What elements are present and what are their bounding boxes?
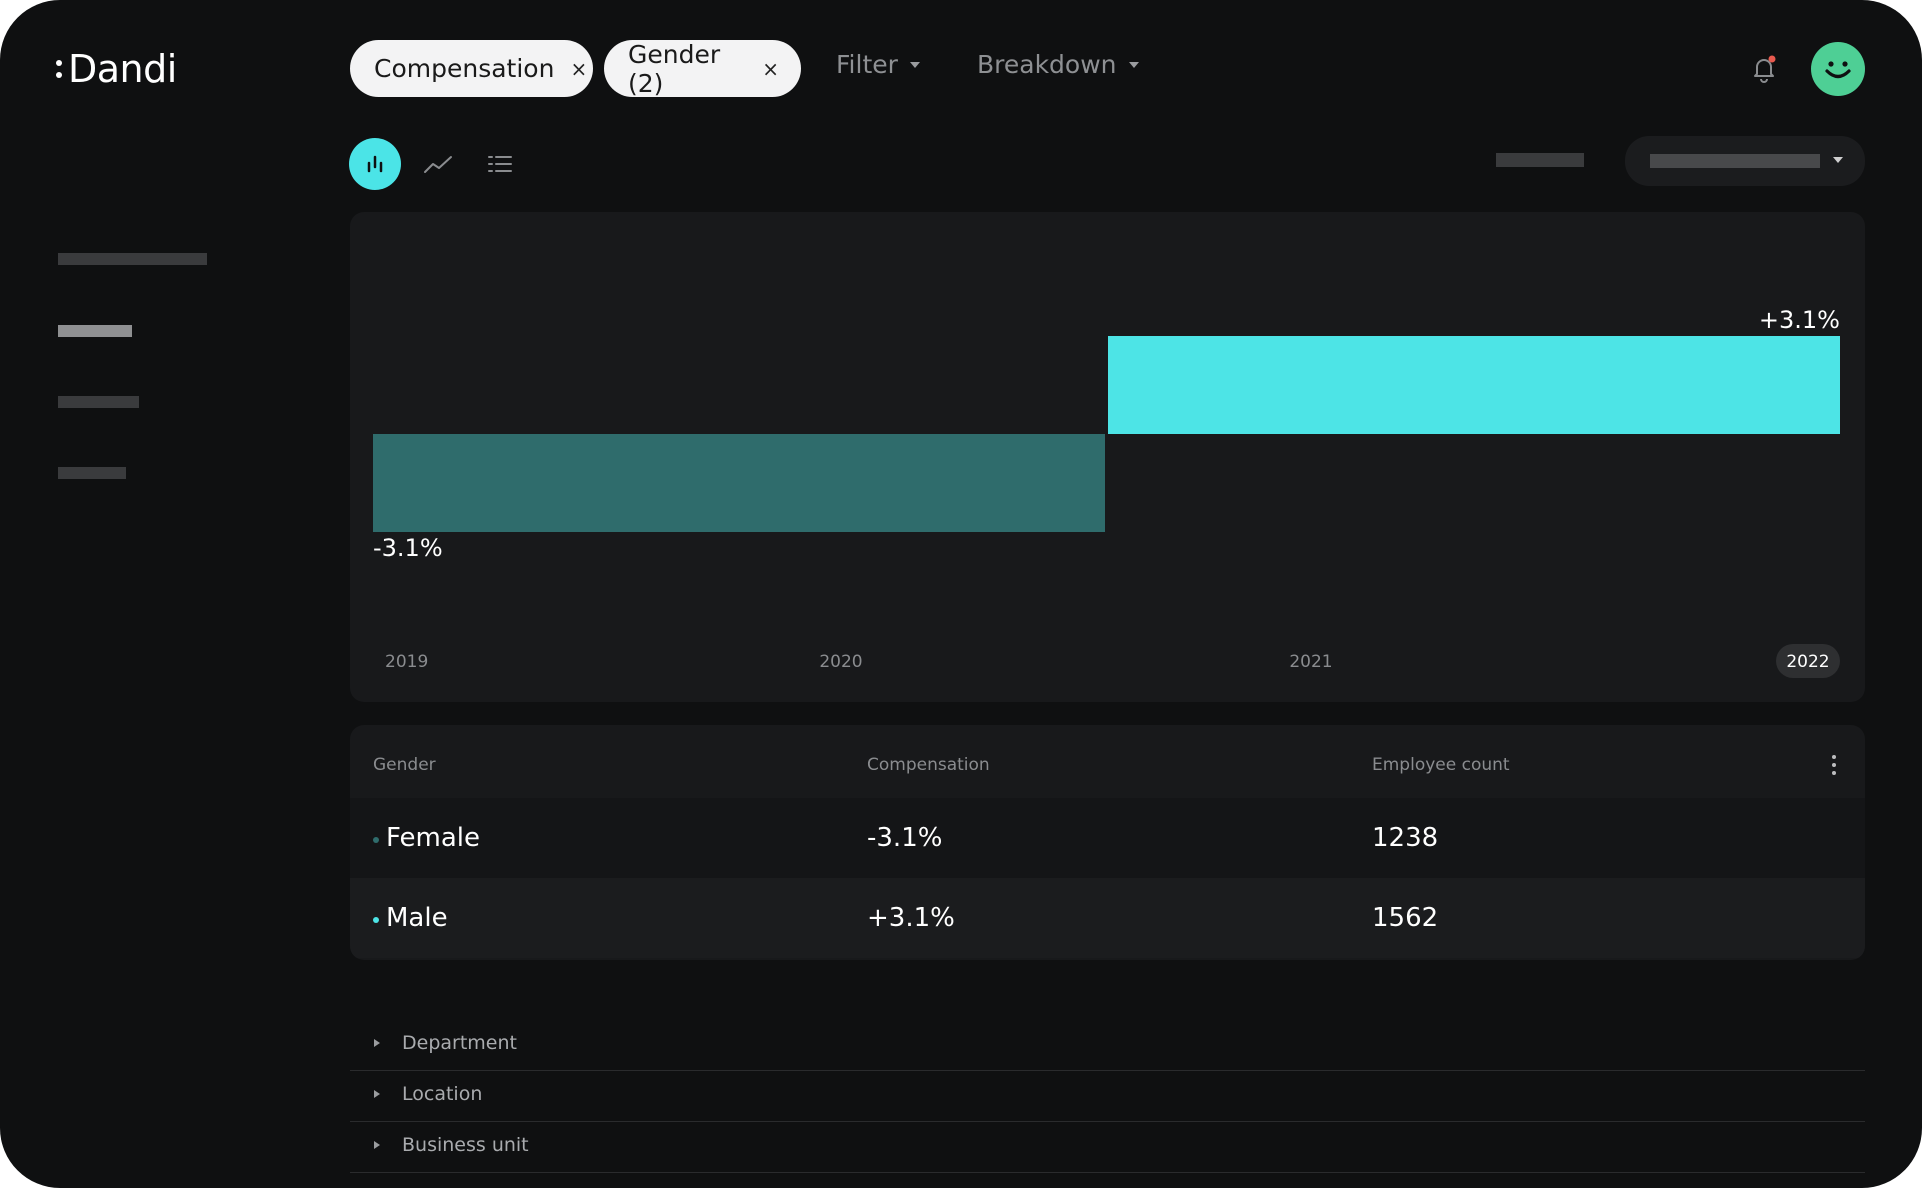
breakdown-department[interactable]: Department	[350, 1019, 1865, 1071]
cell-employee-count: 1562	[1372, 903, 1439, 933]
list-icon	[488, 156, 512, 172]
select-value-placeholder	[1650, 154, 1820, 168]
breakdown-location[interactable]: Location	[350, 1070, 1865, 1122]
header-employee-count[interactable]: Employee count	[1372, 755, 1510, 775]
bell-icon[interactable]	[1750, 54, 1778, 84]
sidebar-item-2[interactable]	[58, 325, 132, 337]
chart-panel: -3.1% +3.1% 2019 2020 2021 2022	[350, 212, 1865, 702]
series-dot	[373, 837, 379, 843]
table-row[interactable]: Female -3.1% 1238	[350, 798, 1865, 878]
chevron-down-icon	[1833, 157, 1843, 163]
triangle-right-icon	[374, 1141, 380, 1149]
cell-compensation: +3.1%	[867, 903, 955, 933]
x-tick-2021[interactable]: 2021	[1289, 652, 1332, 672]
x-tick-2020[interactable]: 2020	[819, 652, 862, 672]
breakdown-label: Department	[402, 1032, 517, 1054]
bar-chart: -3.1% +3.1% 2019 2020 2021 2022	[373, 306, 1840, 678]
close-icon[interactable]: ×	[762, 56, 779, 81]
period-select[interactable]	[1625, 136, 1865, 186]
breakdown-label: Business unit	[402, 1134, 529, 1156]
cell-gender: Female	[386, 823, 481, 853]
breakdown-dropdown[interactable]: Breakdown	[977, 50, 1139, 79]
bar-female[interactable]	[373, 434, 1105, 532]
cell-compensation: -3.1%	[867, 823, 943, 853]
cell-gender: Male	[386, 903, 448, 933]
filter-dropdown[interactable]: Filter	[836, 50, 920, 79]
table-header: Gender Compensation Employee count	[350, 725, 1865, 798]
cell-employee-count: 1238	[1372, 823, 1439, 853]
triangle-right-icon	[374, 1090, 380, 1098]
filter-chip-compensation[interactable]: Compensation ×	[350, 40, 593, 97]
bar-male[interactable]	[1108, 336, 1840, 434]
close-icon[interactable]: ×	[570, 56, 588, 81]
data-label-female: -3.1%	[373, 534, 443, 562]
chip-label: Compensation	[374, 54, 555, 83]
list-view-button[interactable]	[474, 138, 526, 190]
dandi-logo[interactable]: Dandi	[56, 46, 177, 92]
logo-text: Dandi	[68, 47, 177, 91]
triangle-right-icon	[374, 1039, 380, 1047]
header-compensation[interactable]: Compensation	[867, 755, 990, 775]
chip-label: Gender (2)	[628, 39, 721, 98]
chevron-down-icon	[909, 61, 920, 68]
breakdown-label: Breakdown	[977, 50, 1117, 79]
sidebar-item-4[interactable]	[58, 467, 126, 479]
selected-tick-pill[interactable]	[1776, 644, 1840, 678]
header-gender[interactable]: Gender	[373, 755, 436, 775]
notification-dot	[1768, 55, 1776, 63]
data-label-male: +3.1%	[1759, 306, 1840, 334]
bar-chart-icon	[367, 155, 383, 173]
series-dot	[373, 917, 379, 923]
line-chart-icon	[424, 156, 452, 173]
logo-mark	[56, 56, 64, 82]
sidebar-item-3[interactable]	[58, 396, 139, 408]
line-chart-view-button[interactable]	[412, 138, 464, 190]
sidebar-item-1[interactable]	[58, 253, 207, 265]
bar-chart-view-button[interactable]	[349, 138, 401, 190]
x-tick-2022[interactable]: 2022	[1786, 652, 1829, 672]
data-table: Gender Compensation Employee count Femal…	[350, 725, 1865, 960]
kebab-menu-icon[interactable]	[1831, 755, 1837, 777]
filter-label: Filter	[836, 50, 898, 79]
table-row[interactable]: Male +3.1% 1562	[350, 878, 1865, 958]
chevron-down-icon	[1128, 61, 1139, 68]
smiley-avatar-icon[interactable]	[1811, 42, 1865, 96]
x-tick-2019[interactable]: 2019	[385, 652, 428, 672]
breakdown-label: Location	[402, 1083, 483, 1105]
filter-chip-gender[interactable]: Gender (2) ×	[604, 39, 801, 98]
period-label-placeholder	[1496, 153, 1584, 167]
breakdown-business-unit[interactable]: Business unit	[350, 1121, 1865, 1173]
